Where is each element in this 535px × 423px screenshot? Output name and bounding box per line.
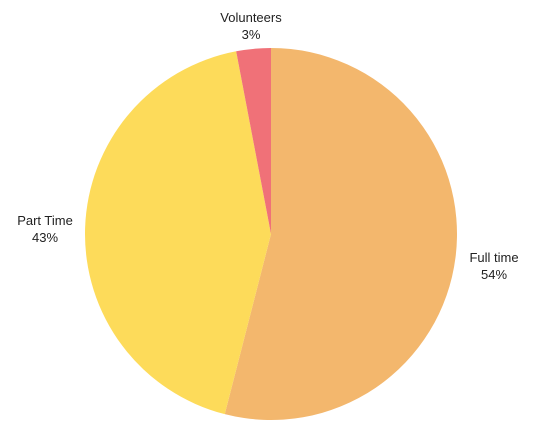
slice-label-value: 54% (481, 267, 507, 282)
pie-slice-part-time (85, 51, 271, 415)
slice-label-value: 43% (32, 230, 58, 245)
slice-label-value: 3% (242, 27, 261, 42)
slice-label-name: Part Time (17, 213, 73, 228)
pie-slice-volunteers (236, 48, 271, 234)
slice-labels: Full time 54% Part Time 43% Volunteers 3% (17, 10, 518, 282)
pie-slices (85, 48, 458, 420)
slice-label-name: Full time (469, 250, 518, 265)
slice-label-name: Volunteers (220, 10, 282, 25)
pie-slice-full-time (224, 48, 458, 420)
